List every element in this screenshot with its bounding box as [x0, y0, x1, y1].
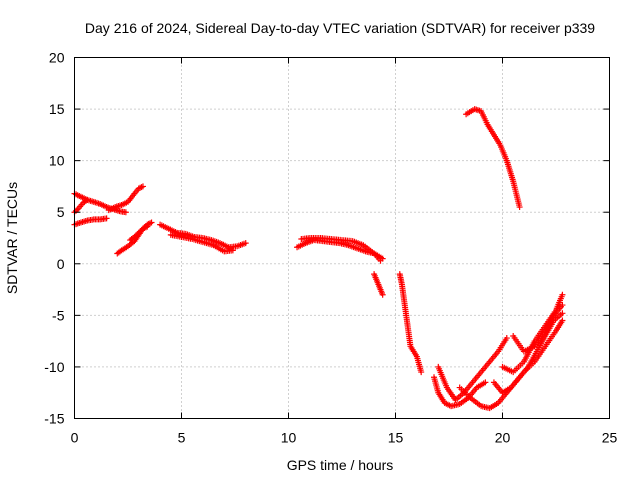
x-tick-label: 10: [281, 430, 297, 446]
y-tick-label: 15: [49, 101, 65, 117]
y-tick-label: 10: [49, 153, 65, 169]
data-point: [559, 317, 566, 324]
data-point: [229, 247, 236, 254]
x-tick-label: 15: [388, 430, 404, 446]
data-point: [559, 302, 566, 309]
x-tick-label: 5: [178, 430, 186, 446]
data-points-layer: [71, 106, 566, 412]
data-point: [139, 183, 146, 190]
ticks-layer: 0 5 10 15 20 25 -15 -10 -5 0 5 10 15 20: [44, 50, 617, 446]
x-tick-label: 0: [71, 430, 79, 446]
x-axis-label: GPS time / hours: [287, 457, 394, 473]
data-point: [559, 310, 566, 317]
data-point: [138, 184, 145, 191]
data-point: [516, 204, 523, 211]
data-point: [559, 291, 566, 298]
y-tick-label: -15: [44, 411, 64, 427]
y-tick-label: 20: [49, 50, 65, 66]
data-point: [377, 257, 384, 264]
chart-title: Day 216 of 2024, Sidereal Day-to-day VTE…: [85, 20, 595, 36]
plot-frame: [74, 57, 610, 419]
data-point: [242, 240, 249, 247]
data-point: [418, 369, 425, 376]
x-tick-label: 25: [602, 430, 618, 446]
data-point: [122, 209, 129, 216]
data-point: [147, 220, 154, 227]
y-tick-label: -10: [44, 359, 64, 375]
y-tick-label: 5: [57, 204, 65, 220]
y-axis-label: SDTVAR / TECUs: [4, 182, 20, 294]
data-point: [72, 207, 79, 214]
y-tick-label: -5: [52, 307, 65, 323]
x-tick-label: 20: [495, 430, 511, 446]
data-point: [503, 335, 510, 342]
data-point: [482, 379, 489, 386]
data-point: [74, 206, 81, 213]
data-point: [142, 224, 149, 231]
y-tick-label: 0: [57, 256, 65, 272]
data-point: [144, 223, 151, 230]
data-point: [84, 196, 91, 203]
data-point: [379, 291, 386, 298]
data-point: [148, 219, 155, 226]
data-point: [103, 215, 110, 222]
